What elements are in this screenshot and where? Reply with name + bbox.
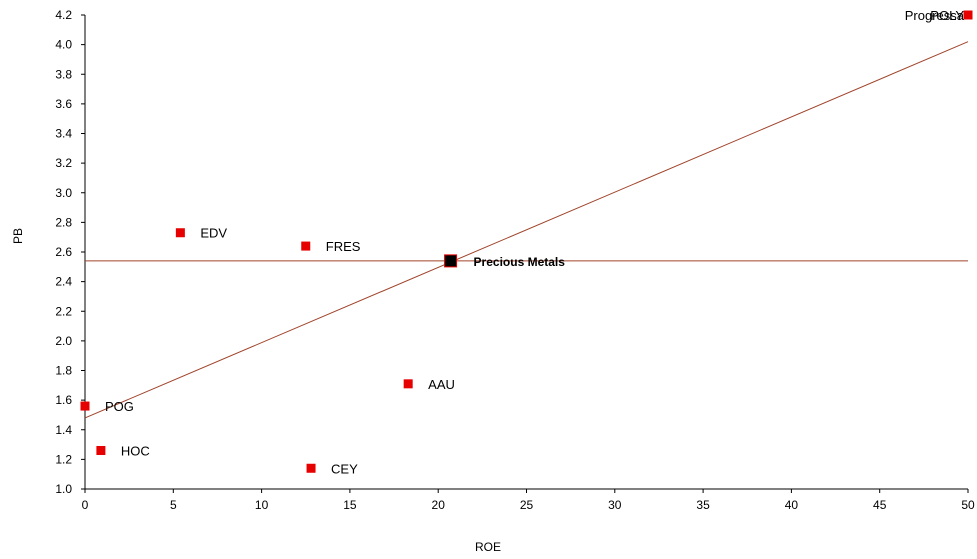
x-tick-label: 15 [343,498,357,512]
reference-lines [84,41,969,419]
y-tick-label: 3.2 [55,156,72,170]
axes [84,15,968,490]
data-point-marker [96,445,106,455]
y-tick-label: 1.0 [55,482,72,496]
x-tick-label: 40 [785,498,799,512]
x-axis-ticks: 0 5 10 15 20 25 30 35 40 45 50 [82,489,975,512]
trend-line [84,41,969,419]
data-point-marker [175,228,185,238]
y-tick-label: 4.0 [55,38,72,52]
x-tick-label: 10 [255,498,269,512]
data-point-label: AAU [428,377,455,392]
y-tick-label: 2.8 [55,215,72,229]
y-tick-label: 1.6 [55,393,72,407]
y-tick-label: 4.2 [55,8,72,22]
y-tick-label: 2.2 [55,304,72,318]
x-tick-label: 25 [520,498,534,512]
x-tick-label: 20 [432,498,446,512]
y-tick-label: 2.6 [55,245,72,259]
y-tick-label: 1.8 [55,364,72,378]
y-axis-label: PB [11,228,25,244]
data-point-label: HOC [121,443,150,458]
x-tick-label: 0 [82,498,89,512]
y-tick-label: 3.8 [55,67,72,81]
data-point-marker [403,379,413,389]
y-tick-label: 3.0 [55,186,72,200]
y-tick-label: 3.6 [55,97,72,111]
x-tick-label: 50 [961,498,975,512]
y-tick-label: 3.4 [55,127,72,141]
data-point-label: EDV [200,226,227,241]
x-tick-label: 45 [873,498,887,512]
x-tick-label: 30 [608,498,622,512]
benchmark-label: Precious Metals [474,255,566,269]
data-point-marker [306,463,316,473]
data-point-label: POLY [930,8,964,23]
benchmark-marker [444,254,458,268]
y-tick-label: 2.4 [55,275,72,289]
x-tick-label: 35 [696,498,710,512]
x-tick-label: 5 [170,498,177,512]
y-tick-label: 2.0 [55,334,72,348]
y-axis-ticks: 1.0 1.2 1.4 1.6 1.8 2.0 2.2 2.4 2.6 2.8 3.0 3.2 3.4 3… [55,8,85,496]
y-tick-label: 1.4 [55,423,72,437]
data-point-label: POG [105,399,134,414]
data-point-marker [963,10,973,20]
data-point-marker [301,241,311,251]
data-point-label: CEY [331,461,358,476]
data-point-label: Progressa [905,8,965,23]
data-point-marker [80,401,90,411]
data-point-label: FRES [326,239,361,254]
x-axis-label: ROE [475,540,501,554]
y-tick-label: 1.2 [55,452,72,466]
